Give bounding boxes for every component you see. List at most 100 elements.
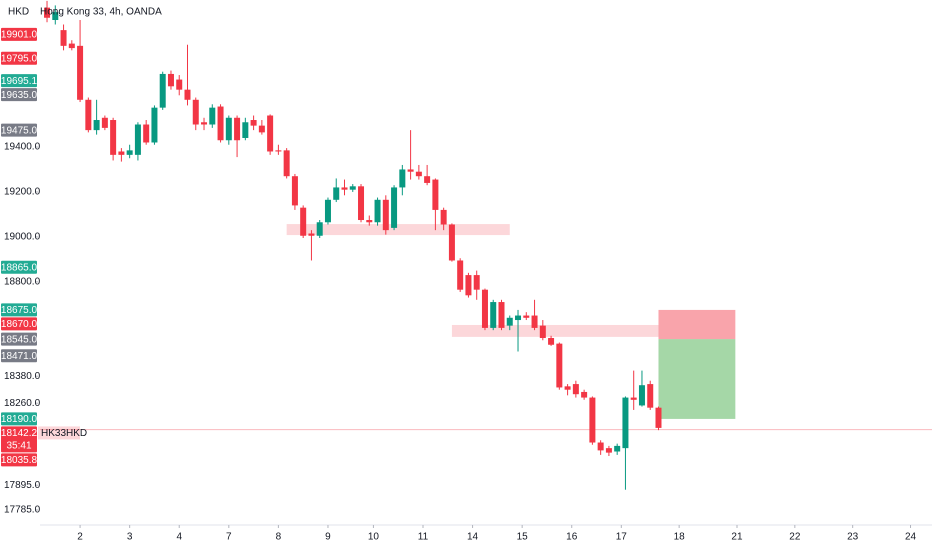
- x-tick-label: 23: [847, 532, 859, 543]
- stop-zone: [658, 309, 736, 340]
- candle-body: [60, 30, 67, 46]
- x-tick-label: 7: [226, 532, 232, 543]
- candle-body: [68, 43, 75, 49]
- candle-body: [126, 150, 133, 155]
- candle-body: [473, 275, 480, 290]
- candle-body: [366, 220, 373, 223]
- x-tick-label: 24: [905, 532, 917, 543]
- candle-body: [415, 171, 422, 177]
- price-badge: [1, 349, 37, 363]
- candle-body: [539, 325, 546, 339]
- price-badge: [1, 51, 37, 65]
- candle-body: [110, 120, 117, 155]
- candle-body: [184, 89, 191, 100]
- price-badge: [1, 74, 37, 88]
- candle-body: [358, 186, 365, 221]
- countdown: 35:41: [6, 441, 31, 452]
- candle-body: [481, 289, 488, 328]
- candle-body: [630, 397, 637, 400]
- candle-body: [341, 187, 348, 190]
- candle-body: [333, 187, 340, 200]
- candle-body: [52, 12, 59, 21]
- candle-body: [275, 150, 282, 152]
- candle-body: [448, 224, 455, 261]
- candle-body: [167, 73, 174, 87]
- x-tick-label: 9: [325, 532, 331, 543]
- price-badge: [1, 260, 37, 274]
- candle-body: [374, 199, 381, 223]
- candle-body: [176, 79, 183, 90]
- candle-body: [250, 120, 257, 126]
- x-tick-label: 14: [467, 532, 479, 543]
- y-tick-label: 18800.0: [4, 276, 41, 287]
- candle-body: [581, 391, 588, 398]
- candle-body: [151, 107, 158, 143]
- candle-body: [622, 397, 629, 449]
- price-badge: [1, 88, 37, 102]
- x-tick-label: 8: [276, 532, 282, 543]
- price-badge-label: 18865.0: [1, 262, 38, 273]
- candle-body: [506, 317, 513, 326]
- candle-body: [407, 169, 414, 172]
- y-tick-label: 17785.0: [4, 505, 41, 516]
- candle-body: [85, 99, 92, 131]
- price-badge-label: 18670.0: [1, 319, 38, 330]
- candle-body: [589, 397, 596, 443]
- price-badge-label: 19635.0: [1, 90, 38, 101]
- x-tick-label: 17: [616, 532, 628, 543]
- y-tick-label: 19400.0: [4, 142, 41, 153]
- candle-body: [655, 407, 662, 428]
- candle-body: [564, 386, 571, 390]
- chart-title: Hong Kong 33, 4h, OANDA: [40, 7, 162, 18]
- candle-body: [399, 169, 406, 188]
- price-badge: [1, 303, 37, 317]
- price-badge: [1, 332, 37, 346]
- y-tick-label: 19000.0: [4, 232, 41, 243]
- candle-body: [143, 124, 150, 143]
- y-tick-label: 17895.0: [4, 480, 41, 491]
- candle-body: [457, 260, 464, 290]
- candle-body: [291, 176, 298, 206]
- candle-body: [308, 233, 315, 236]
- candle-body: [118, 151, 125, 155]
- x-tick-label: 11: [418, 532, 429, 543]
- candle-body: [217, 106, 224, 141]
- candle-body: [134, 124, 141, 155]
- candle-body: [316, 222, 323, 236]
- zone: [451, 324, 659, 337]
- y-tick-label: 19200.0: [4, 187, 41, 198]
- price-badge: [1, 27, 37, 41]
- candle-body: [324, 199, 331, 223]
- x-tick-label: 16: [566, 532, 578, 543]
- candle-body: [192, 99, 199, 125]
- candle-body: [300, 207, 307, 236]
- x-tick-label: 15: [517, 532, 529, 543]
- price-badge-label: 18471.0: [1, 351, 38, 362]
- candle-body: [201, 122, 208, 125]
- x-tick-label: 22: [789, 532, 801, 543]
- candle-body: [44, 7, 51, 18]
- x-tick-label: 10: [368, 532, 380, 543]
- y-tick-label: 18380.0: [4, 371, 41, 382]
- candle-body: [159, 73, 166, 108]
- candle-body: [605, 448, 612, 453]
- candle-body: [432, 179, 439, 210]
- candle-body: [424, 176, 431, 183]
- candle-body: [531, 315, 538, 328]
- symbol-tag-label: HK33HKD: [41, 428, 87, 439]
- candle-body: [572, 384, 579, 395]
- price-badge-label: 19795.0: [1, 53, 38, 64]
- price-badge-label: 18142.2: [1, 428, 38, 439]
- candle-body: [638, 385, 645, 406]
- candle-body: [465, 275, 472, 296]
- candle-body: [440, 209, 447, 225]
- target-zone: [658, 339, 736, 419]
- candle-body: [234, 117, 241, 141]
- candle-body: [556, 343, 563, 388]
- symbol-tag: [38, 426, 80, 440]
- candle-body: [523, 315, 530, 318]
- price-badge: [1, 426, 37, 453]
- candle-body: [267, 115, 274, 152]
- candle-body: [242, 122, 249, 138]
